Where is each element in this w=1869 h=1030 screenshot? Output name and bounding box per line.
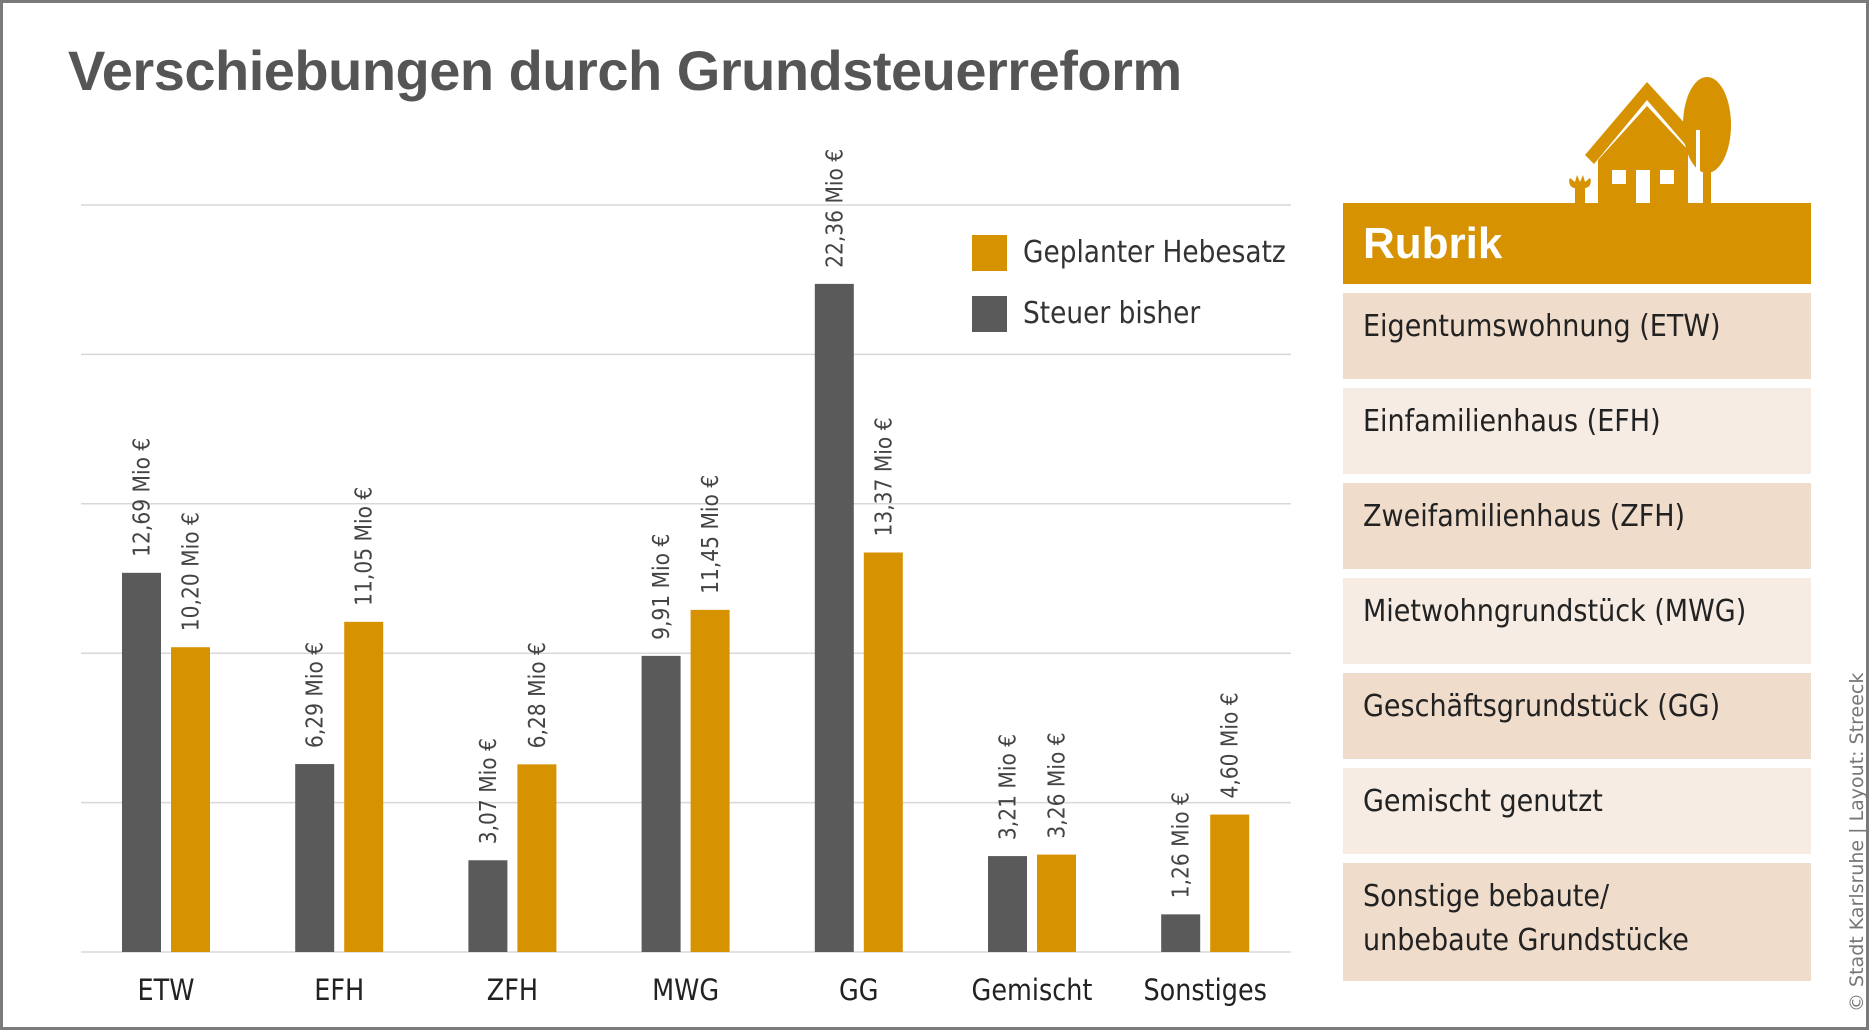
chart-title: Verschiebungen durch Grundsteuerreform xyxy=(68,39,1182,102)
panel-row-efh: Einfamilienhaus (EFH) xyxy=(1343,388,1811,474)
category-legend-panel: Rubrik Eigentumswohnung (ETW) Einfamilie… xyxy=(1343,203,1811,981)
legend-swatch-orange xyxy=(972,235,1007,271)
bar-zfh-steuer-bisher xyxy=(468,860,508,952)
panel-row-label: Eigentumswohnung (ETW) xyxy=(1363,309,1721,344)
bar-gemischt-geplanter-hebesatz xyxy=(1037,854,1076,952)
x-axis-tick-label: MWG xyxy=(652,975,719,1008)
panel-row-label: unbebaute Grundstücke xyxy=(1363,923,1689,958)
data-label: 1,26 Mio € xyxy=(1169,792,1196,898)
panel-row-gemischt: Gemischt genutzt xyxy=(1343,768,1811,854)
legend-label: Geplanter Hebesatz xyxy=(1023,235,1286,270)
panel-row-label: Sonstige bebaute/ xyxy=(1363,879,1610,914)
panel-heading: Rubrik xyxy=(1343,203,1811,284)
x-axis-tick-label: EFH xyxy=(314,975,364,1008)
panel-row-etw: Eigentumswohnung (ETW) xyxy=(1343,293,1811,379)
data-label: 11,45 Mio € xyxy=(698,475,725,594)
bar-sonstiges-steuer-bisher xyxy=(1161,914,1201,952)
data-label: 13,37 Mio € xyxy=(871,417,898,536)
data-label: 4,60 Mio € xyxy=(1218,692,1245,798)
panel-row-gg: Geschäftsgrundstück (GG) xyxy=(1343,673,1811,759)
bar-gg-geplanter-hebesatz xyxy=(863,552,903,952)
bar-mwg-geplanter-hebesatz xyxy=(690,609,730,952)
legend-label: Steuer bisher xyxy=(1023,296,1201,331)
bar-sonstiges-geplanter-hebesatz xyxy=(1210,814,1250,952)
data-label: 6,28 Mio € xyxy=(525,642,552,748)
panel-row-mwg: Mietwohngrundstück (MWG) xyxy=(1343,578,1811,664)
panel-row-label: Gemischt genutzt xyxy=(1363,784,1603,819)
data-label: 3,26 Mio € xyxy=(1044,732,1071,838)
panel-row-label: Geschäftsgrundstück (GG) xyxy=(1363,689,1721,724)
data-label: 9,91 Mio € xyxy=(649,534,676,640)
bar-gg-steuer-bisher xyxy=(814,283,854,953)
panel-row-zfh: Zweifamilienhaus (ZFH) xyxy=(1343,483,1811,569)
x-axis-tick-label: ZFH xyxy=(487,975,538,1008)
bar-zfh-geplanter-hebesatz xyxy=(517,764,557,952)
copyright-credit: © Stadt Karlsruhe | Layout: Streeck xyxy=(1846,672,1868,1012)
x-axis-tick-label: Gemischt xyxy=(972,975,1093,1008)
bar-etw-steuer-bisher xyxy=(122,572,161,952)
bar-mwg-steuer-bisher xyxy=(641,655,681,952)
panel-row-label: Einfamilienhaus (EFH) xyxy=(1363,404,1661,439)
legend-swatch-gray xyxy=(972,296,1007,332)
data-label: 11,05 Mio € xyxy=(352,487,379,606)
house-icon xyxy=(1569,77,1731,203)
panel-row-sonstige: Sonstige bebaute/unbebaute Grundstücke xyxy=(1343,863,1811,981)
bar-efh-steuer-bisher xyxy=(295,764,335,952)
x-axis-tick-label: ETW xyxy=(138,975,195,1008)
data-label: 10,20 Mio € xyxy=(178,512,205,631)
panel-row-label: Mietwohngrundstück (MWG) xyxy=(1363,594,1747,629)
data-label: 6,29 Mio € xyxy=(303,642,330,748)
data-label: 22,36 Mio € xyxy=(822,149,849,268)
bar-gemischt-steuer-bisher xyxy=(988,856,1027,952)
x-axis-tick-label: Sonstiges xyxy=(1143,975,1266,1008)
data-label: 12,69 Mio € xyxy=(129,438,156,557)
x-axis-tick-label: GG xyxy=(839,975,879,1008)
bar-efh-geplanter-hebesatz xyxy=(344,621,384,952)
panel-row-label: Zweifamilienhaus (ZFH) xyxy=(1363,499,1686,534)
bar-etw-geplanter-hebesatz xyxy=(171,647,210,952)
data-label: 3,21 Mio € xyxy=(995,734,1022,840)
data-label: 3,07 Mio € xyxy=(476,738,503,844)
